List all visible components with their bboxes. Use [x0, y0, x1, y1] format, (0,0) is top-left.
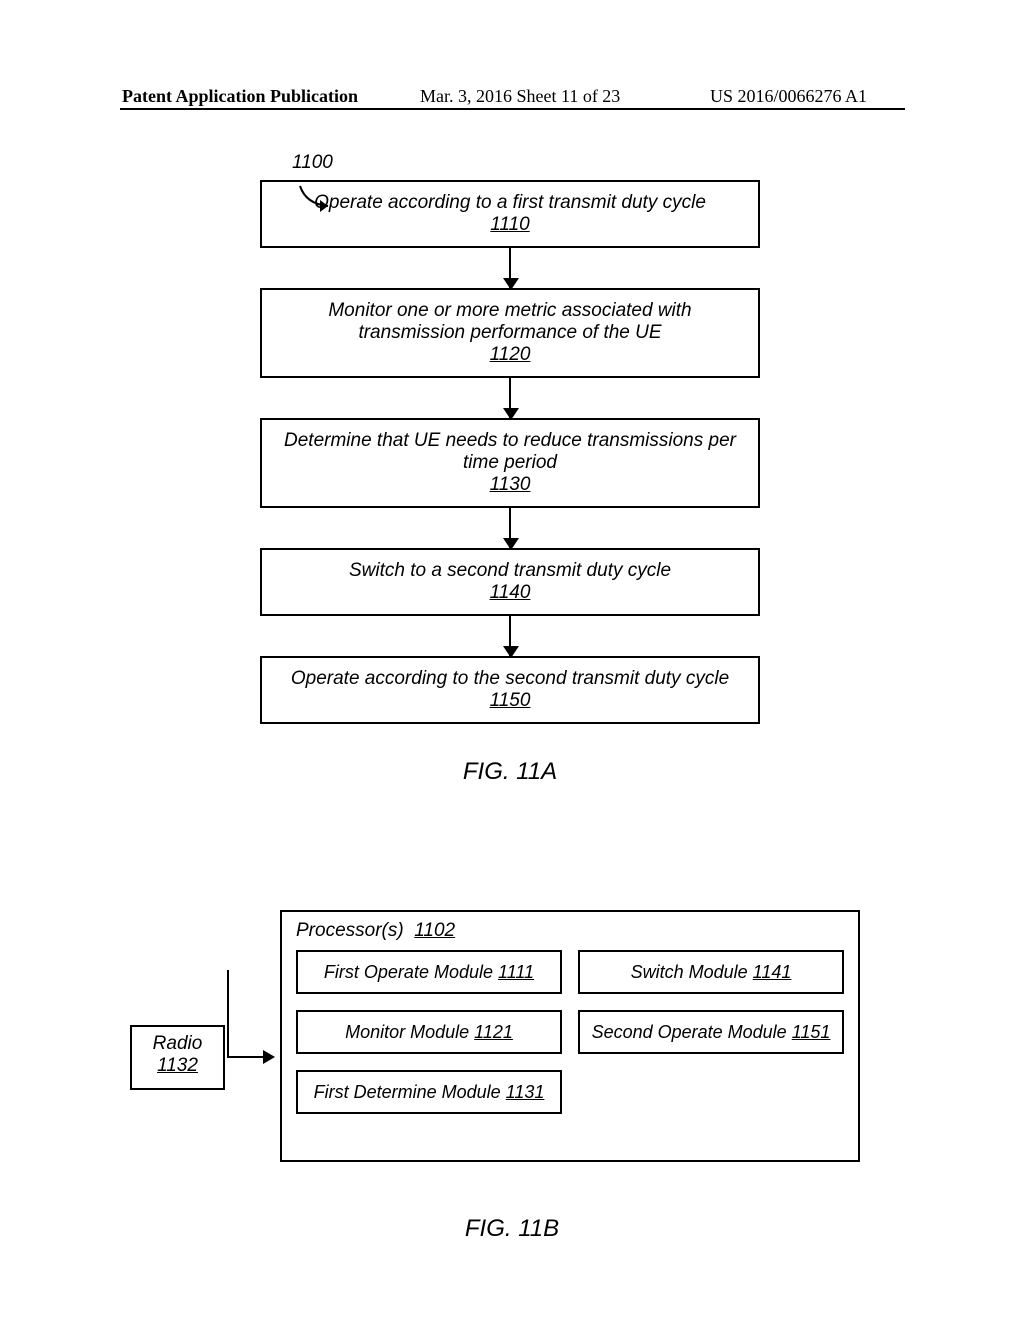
- flow-step-id: 1110: [490, 214, 529, 235]
- module-second-operate: Second Operate Module 1151: [578, 1010, 844, 1054]
- module-label: First Determine Module: [314, 1082, 501, 1102]
- module-label: First Operate Module: [324, 962, 493, 982]
- connector-arrow-icon: [227, 1025, 280, 1070]
- module-first-operate: First Operate Module 1111: [296, 950, 562, 994]
- block-diagram-11b: Radio 1132 Processor(s) 1102 First Opera…: [110, 910, 910, 1200]
- flow-step-text: Operate according to a first transmit du…: [314, 192, 706, 213]
- header-left: Patent Application Publication: [122, 86, 358, 107]
- radio-box: Radio 1132: [130, 1025, 225, 1090]
- flow-step-text: Determine that UE needs to reduce transm…: [284, 430, 736, 473]
- flow-step-text: Monitor one or more metric associated wi…: [328, 300, 691, 343]
- page: Patent Application Publication Mar. 3, 2…: [0, 0, 1024, 1320]
- flow-step-id: 1140: [490, 582, 531, 603]
- ref-pointer-arc: [296, 182, 340, 212]
- radio-label: Radio: [153, 1033, 203, 1054]
- flow-step-id: 1120: [490, 344, 531, 365]
- header-mid: Mar. 3, 2016 Sheet 11 of 23: [420, 86, 620, 107]
- flow-step-id: 1150: [490, 690, 531, 711]
- header-rule: [120, 108, 905, 110]
- figure-label-11b: FIG. 11B: [0, 1215, 1024, 1243]
- module-monitor: Monitor Module 1121: [296, 1010, 562, 1054]
- flow-step-1150: Operate according to the second transmit…: [260, 656, 760, 724]
- module-grid: First Operate Module 1111 Switch Module …: [296, 950, 844, 1114]
- empty-cell: [578, 1070, 844, 1114]
- processor-id: 1102: [414, 920, 455, 941]
- flow-step-1140: Switch to a second transmit duty cycle 1…: [260, 548, 760, 616]
- flowchart-1100: 1100 Operate according to a first transm…: [240, 180, 780, 786]
- module-first-determine: First Determine Module 1131: [296, 1070, 562, 1114]
- module-label: Switch Module: [631, 962, 748, 982]
- radio-id: 1132: [157, 1055, 198, 1076]
- module-id: 1111: [498, 962, 534, 982]
- flow-step-1120: Monitor one or more metric associated wi…: [260, 288, 760, 378]
- header-right: US 2016/0066276 A1: [710, 86, 867, 107]
- module-id: 1131: [506, 1082, 545, 1102]
- flowchart-ref: 1100: [292, 152, 333, 174]
- flow-step-text: Operate according to the second transmit…: [291, 668, 729, 689]
- processor-box: Processor(s) 1102 First Operate Module 1…: [280, 910, 860, 1162]
- module-switch: Switch Module 1141: [578, 950, 844, 994]
- module-label: Second Operate Module: [592, 1022, 787, 1042]
- processor-title: Processor(s) 1102: [296, 920, 844, 942]
- flow-step-1130: Determine that UE needs to reduce transm…: [260, 418, 760, 508]
- module-label: Monitor Module: [345, 1022, 469, 1042]
- module-id: 1141: [753, 962, 792, 982]
- processor-label: Processor(s): [296, 920, 404, 941]
- module-id: 1151: [792, 1022, 831, 1042]
- module-id: 1121: [474, 1022, 513, 1042]
- flow-step-text: Switch to a second transmit duty cycle: [349, 560, 671, 581]
- figure-label-11a: FIG. 11A: [240, 758, 780, 786]
- flow-step-id: 1130: [490, 474, 531, 495]
